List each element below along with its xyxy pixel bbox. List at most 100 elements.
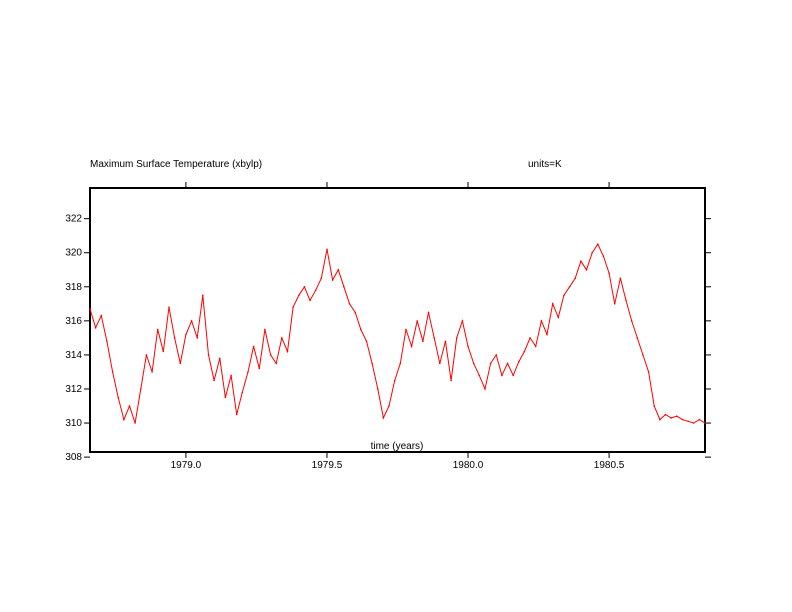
data-point [134,422,136,424]
chart-title: Maximum Surface Temperature (xbylp) [90,159,262,170]
data-point [546,333,548,336]
y-tick-label: 322 [65,214,82,225]
data-point [602,255,605,257]
y-tick-label: 310 [65,418,82,429]
data-point [162,350,165,353]
y-tick-label: 316 [65,316,82,327]
data-point [123,418,125,421]
data-point [467,345,469,348]
data-point [534,345,537,348]
data-point [252,345,255,348]
data-point [704,422,706,424]
data-point [676,415,678,418]
data-point [168,306,170,309]
y-tick-label: 308 [65,452,82,463]
data-point [670,417,672,419]
data-point [264,328,266,331]
data-point [501,374,503,377]
data-point [585,269,588,271]
data-point [613,303,616,305]
x-axis-bottom: 1979.0 1979.5 1980.0 1980.5 [171,452,625,471]
data-point [393,379,396,382]
data-point [619,277,622,280]
data-point [320,277,323,280]
data-point [219,357,221,360]
x-axis-top [185,182,610,188]
data-point [495,354,498,356]
data-point [247,371,249,373]
data-point [337,269,340,271]
data-point [190,320,193,322]
data-point [173,337,176,339]
data-point [580,260,582,263]
data-point [326,248,328,251]
data-point [314,289,317,292]
data-point [202,294,204,297]
y-tick-label: 318 [65,282,82,293]
data-point [382,417,385,419]
x-tick-label: 1979.0 [171,460,202,471]
data-point [518,360,520,363]
data-point [405,328,407,331]
data-point [145,354,148,356]
y-tick-label: 312 [65,384,82,395]
data-point [563,294,565,297]
data-point [647,371,650,373]
data-point [568,286,571,288]
data-point [94,326,97,329]
data-point [692,422,695,424]
x-tick-label: 1979.5 [312,460,343,471]
data-point [348,303,351,305]
data-point [269,354,272,356]
data-point [439,362,441,365]
data-point [185,333,187,336]
data-point [140,388,142,390]
data-point [377,388,379,390]
data-point [636,337,639,339]
data-point [597,243,599,245]
y-axis-right [705,218,711,458]
data-point [422,340,424,343]
data-point [681,418,684,421]
data-point [196,337,198,339]
data-point [331,279,334,281]
data-point [455,337,458,339]
data-point [117,396,119,399]
data-point [574,277,576,280]
data-point [416,320,419,322]
data-point [512,374,514,377]
data-point [433,337,436,339]
data-point [399,362,402,365]
data-point [298,294,300,297]
data-point [698,418,701,421]
data-point [630,320,633,322]
data-point [410,345,413,348]
y-tick-label: 314 [65,350,82,361]
data-point [551,303,554,305]
data-point [360,328,362,331]
data-point [89,308,91,310]
data-point [207,354,210,356]
data-point [506,362,509,365]
data-point [642,354,644,356]
data-point [523,350,526,353]
data-point [100,314,103,317]
data-point [241,391,244,394]
x-tick-label: 1980.0 [453,460,484,471]
plot-frame [89,187,706,453]
data-point [388,405,390,407]
data-point [365,340,368,343]
data-point [478,374,481,377]
data-point [309,299,311,302]
data-point [258,367,261,370]
data-point [427,311,430,314]
data-point [625,299,627,302]
x-axis-label: time (years) [371,441,424,452]
data-point [664,413,667,416]
data-point [489,362,492,365]
data-point [472,362,475,365]
data-point [281,337,283,339]
data-point [106,340,108,343]
data-point [354,311,357,314]
data-point [128,405,131,407]
